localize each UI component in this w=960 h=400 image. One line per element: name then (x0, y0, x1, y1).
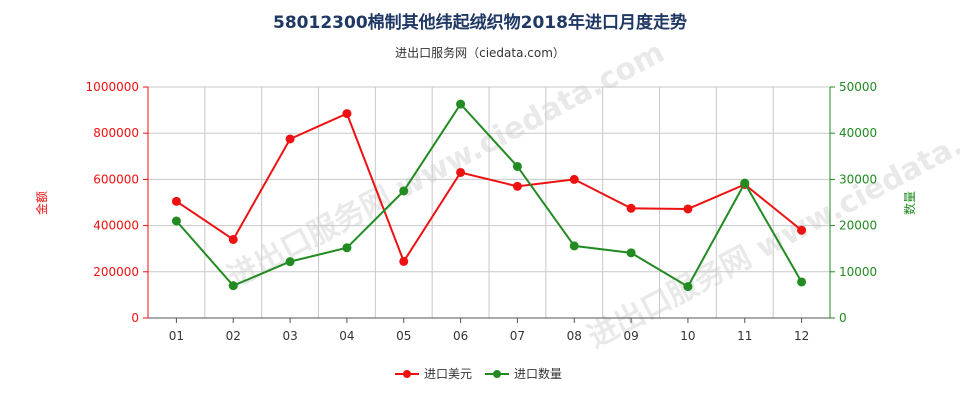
left-axis-title: 金额 (34, 191, 49, 215)
data-point-quantity (740, 178, 750, 188)
legend-swatch-marker (493, 370, 501, 378)
left-tick-label: 0 (131, 311, 139, 325)
x-tick-label: 05 (396, 329, 411, 343)
data-point-value (399, 256, 409, 266)
x-tick-label: 07 (510, 329, 525, 343)
data-point-quantity (683, 282, 693, 292)
left-tick-label: 600000 (93, 172, 139, 186)
x-tick-label: 03 (282, 329, 297, 343)
x-tick-label: 10 (680, 329, 695, 343)
data-point-quantity (569, 241, 579, 251)
series-line-value (175, 112, 803, 264)
x-tick-label: 09 (623, 329, 638, 343)
right-tick-label: 40000 (839, 126, 877, 140)
data-point-value (228, 234, 238, 244)
axes: 0 200000 400000 600000 800000 1000000 0 10000 20… (34, 80, 917, 343)
legend-swatch-marker (403, 370, 411, 378)
data-point-value (456, 167, 466, 177)
data-point-value (512, 181, 522, 191)
right-tick-label: 50000 (839, 80, 877, 94)
right-tick-label: 10000 (839, 265, 877, 279)
data-point-quantity (797, 277, 807, 287)
left-tick-label: 400000 (93, 219, 139, 233)
data-point-value (569, 174, 579, 184)
x-tick-label: 08 (567, 329, 582, 343)
series (171, 99, 807, 292)
x-tick-label: 04 (339, 329, 354, 343)
data-point-value (797, 225, 807, 235)
grid (147, 86, 831, 319)
right-axis-title: 数量 (902, 191, 917, 215)
x-tick-label: 06 (453, 329, 468, 343)
left-tick-label: 200000 (93, 265, 139, 279)
data-point-value (285, 134, 295, 144)
right-tick-label: 20000 (839, 219, 877, 233)
left-tick-label: 800000 (93, 126, 139, 140)
right-tick-label: 0 (839, 311, 847, 325)
data-point-quantity (626, 248, 636, 258)
x-tick-label: 01 (169, 329, 184, 343)
data-point-quantity (456, 99, 466, 109)
data-point-quantity (228, 281, 238, 291)
data-point-value (626, 203, 636, 213)
data-point-quantity (399, 186, 409, 196)
data-point-value (683, 204, 693, 214)
x-tick-label: 12 (794, 329, 809, 343)
data-point-quantity (342, 243, 352, 253)
data-point-value (342, 109, 352, 119)
chart-title: 58012300棉制其他纬起绒织物2018年进口月度走势 (273, 13, 687, 33)
legend-label: 进口数量 (514, 366, 562, 381)
x-tick-label: 02 (226, 329, 241, 343)
right-tick-label: 30000 (839, 172, 877, 186)
x-tick-label: 11 (737, 329, 752, 343)
chart-subtitle: 进出口服务网（ciedata.com） (395, 46, 565, 60)
legend-label: 进口美元 (424, 367, 472, 381)
data-point-quantity (171, 216, 181, 226)
data-point-value (171, 196, 181, 206)
data-point-quantity (512, 161, 522, 171)
data-point-quantity (285, 257, 295, 267)
legend: 进口美元 进口数量 (395, 366, 562, 381)
series-line-quantity (175, 102, 803, 288)
left-tick-label: 1000000 (86, 80, 139, 94)
